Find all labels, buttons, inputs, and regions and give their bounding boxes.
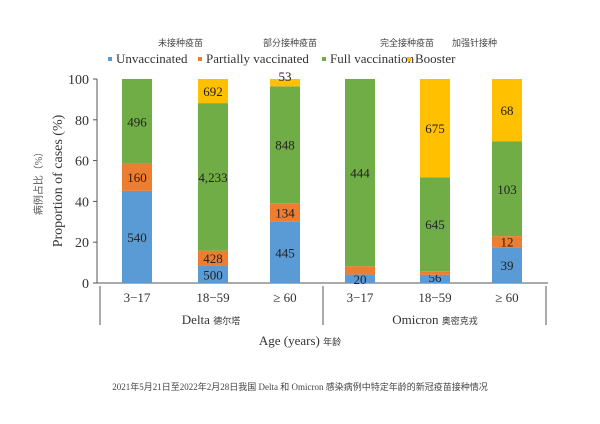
data-label: 103 (497, 182, 517, 197)
legend-label-cn: 部分接种疫苗 (263, 37, 317, 48)
y-tick-label: 0 (82, 277, 89, 292)
bar-segment-partially-vaccinated (492, 236, 522, 248)
bar-segment-partially-vaccinated (198, 250, 228, 266)
bar-segment-partially-vaccinated (270, 203, 300, 222)
x-tick-label: 3−17 (347, 290, 374, 305)
y-tick-label: 40 (75, 195, 89, 210)
legend-swatch (108, 57, 112, 61)
data-label: 428 (203, 251, 223, 266)
y-axis-label: Proportion of cases (%) (51, 114, 66, 247)
data-label: 160 (127, 170, 147, 185)
data-label: 134 (275, 205, 295, 220)
data-label: 540 (127, 230, 147, 245)
legend-label: Partially vaccinated (206, 51, 309, 66)
y-tick-label: 80 (75, 114, 89, 129)
data-label: 445 (275, 245, 295, 260)
x-tick-label: 18−59 (418, 290, 451, 305)
x-tick-label: 18−59 (196, 290, 229, 305)
bar-segment-unvaccinated (198, 265, 228, 283)
y-tick-label: 100 (68, 73, 89, 88)
x-axis-label: Age (years) 年龄 (259, 333, 341, 348)
data-label: 848 (275, 138, 295, 153)
group-label: Omicron 奥密克戎 (392, 312, 477, 327)
bar-segment-booster (270, 79, 300, 87)
data-label: 692 (203, 84, 223, 99)
data-label: 20 (354, 272, 367, 287)
x-tick-label: 3−17 (124, 290, 151, 305)
data-label: 12 (501, 235, 514, 250)
bar-segment-full-vaccination (122, 79, 152, 164)
data-label: 53 (279, 69, 292, 84)
bar-segment-booster (492, 79, 522, 142)
bar-segment-partially-vaccinated (122, 163, 152, 191)
bar-segment-unvaccinated (345, 274, 375, 283)
bar-segment-booster (420, 79, 450, 178)
legend-label: Booster (415, 51, 456, 66)
bar-segment-unvaccinated (270, 221, 300, 283)
bar-segment-full-vaccination (492, 141, 522, 237)
bar-segment-booster (198, 79, 228, 104)
bar-segment-unvaccinated (122, 190, 152, 283)
data-label: 496 (127, 114, 147, 129)
legend-swatch (198, 57, 202, 61)
group-label: Delta 德尔塔 (182, 312, 240, 327)
data-label: 68 (501, 103, 514, 118)
legend-label: Unvaccinated (116, 51, 188, 66)
data-label: 500 (203, 267, 223, 282)
data-label: 675 (425, 121, 445, 136)
legend-swatch (407, 57, 411, 61)
data-label: 4,233 (198, 170, 227, 185)
x-tick-label: ≥ 60 (495, 290, 518, 305)
bar-segment-full-vaccination (420, 177, 450, 272)
legend-label-cn: 加强针接种 (452, 37, 497, 48)
bar-segment-full-vaccination (270, 86, 300, 204)
legend-label: Full vaccination (330, 51, 415, 66)
data-label: 39 (501, 258, 514, 273)
y-tick-label: 20 (75, 236, 89, 251)
data-label: 645 (425, 217, 445, 232)
bar-segment-unvaccinated (420, 274, 450, 283)
data-label: 444 (350, 166, 370, 181)
bar-segment-unvaccinated (492, 247, 522, 283)
figure-caption: 2021年5月21日至2022年2月28日我国 Delta 和 Omicron … (112, 382, 488, 392)
bar-segment-full-vaccination (345, 79, 375, 267)
bar-segment-partially-vaccinated (345, 266, 375, 275)
legend-label-cn: 未接种疫苗 (158, 37, 203, 48)
y-tick-label: 60 (75, 155, 89, 170)
y-axis-label-cn: 病例占比（%） (32, 147, 45, 215)
bar-segment-full-vaccination (198, 103, 228, 251)
legend-label-cn: 完全接种疫苗 (380, 37, 434, 48)
legend-swatch (322, 57, 326, 61)
x-tick-label: ≥ 60 (273, 290, 296, 305)
bar-segment-partially-vaccinated (420, 271, 450, 275)
